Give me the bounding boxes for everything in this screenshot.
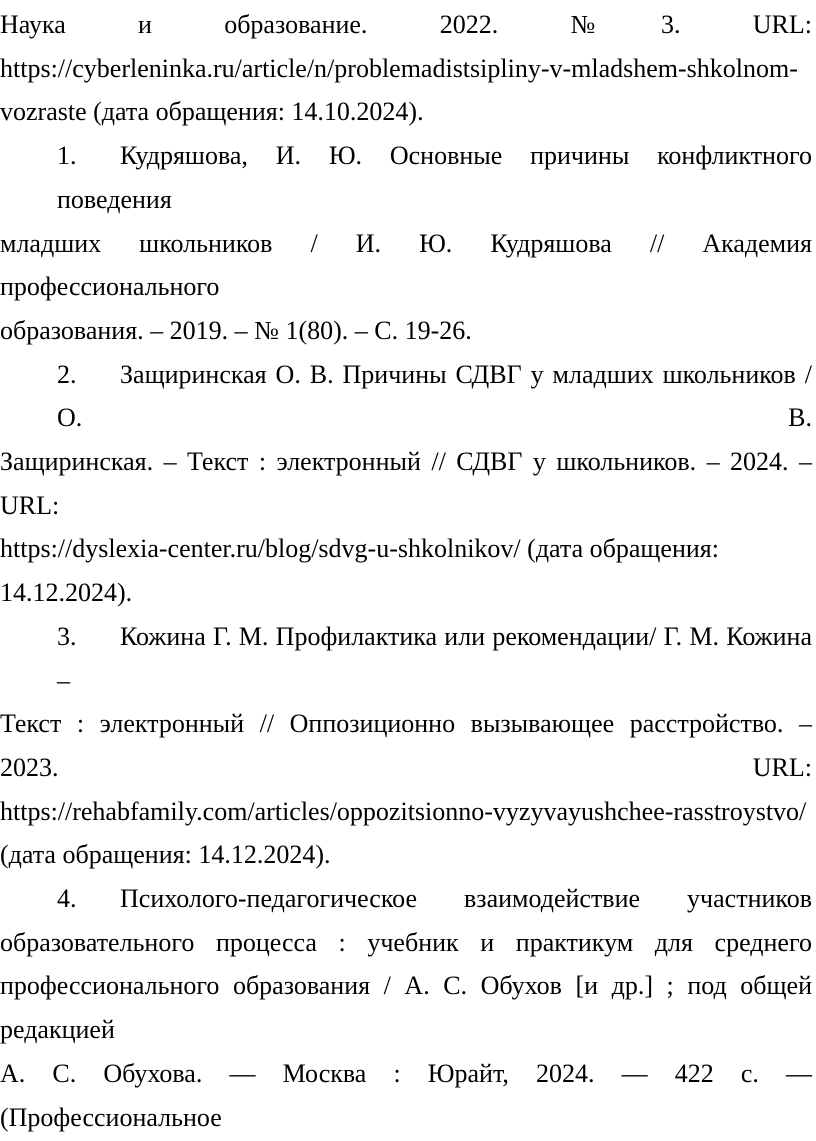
text-line: https://dyslexia-center.ru/blog/sdvg-u-s… bbox=[0, 534, 719, 608]
list-item-number: 3. bbox=[57, 621, 77, 651]
line-text: Защиринская О. В. Причины СДВГ у младших… bbox=[57, 359, 812, 433]
text-line: младших школьников / И. Ю. Кудряшова // … bbox=[0, 228, 812, 302]
text-line: Текст : электронный // Оппозиционно вызы… bbox=[0, 709, 812, 782]
text-line: профессионального образования / А. С. Об… bbox=[0, 971, 812, 1045]
text-line: 3. Кожина Г. М. Профилактика или рекоменд… bbox=[0, 615, 816, 702]
bibliography-text: Наука и образование. 2022. №3. URL: https… bbox=[0, 3, 816, 1141]
text-line: 1. Кудряшова, И. Ю. Основные причины конф… bbox=[0, 134, 816, 221]
line-text: Психолого-педагогическое взаимодействие … bbox=[120, 884, 812, 914]
text-line: Наука и образование. 2022. №3. URL: bbox=[0, 10, 812, 39]
list-item-number: 4. bbox=[57, 884, 77, 914]
text-line: А. С. Обухова. — Москва : Юрайт, 2024. —… bbox=[0, 1058, 812, 1132]
text-line: 2. Защиринская О. В. Причины СДВГ у младш… bbox=[0, 353, 816, 440]
list-item-number: 1. bbox=[57, 141, 77, 171]
line-text: Кудряшова, И. Ю. Основные причины конфли… bbox=[57, 141, 812, 214]
list-item-number: 2. bbox=[57, 359, 77, 389]
line-text: Кожина Г. М. Профилактика или рекомендац… bbox=[57, 621, 812, 695]
text-line: https://rehabfamily.com/articles/oppozit… bbox=[0, 796, 807, 826]
text-line: 4. Психолого-педагогическое взаимодействи… bbox=[0, 877, 816, 921]
text-line: (дата обращения: 14.12.2024). bbox=[0, 840, 331, 870]
text-line: vozraste (дата обращения: 14.10.2024). bbox=[0, 97, 424, 127]
text-line: образовательного процесса : учебник и пр… bbox=[0, 927, 812, 957]
text-line: образования. – 2019. – № 1(80). – С. 19-… bbox=[0, 315, 472, 345]
text-line: Защиринская. – Текст : электронный // СД… bbox=[0, 447, 812, 520]
text-line: https://cyberleninka.ru/article/n/proble… bbox=[0, 53, 798, 83]
